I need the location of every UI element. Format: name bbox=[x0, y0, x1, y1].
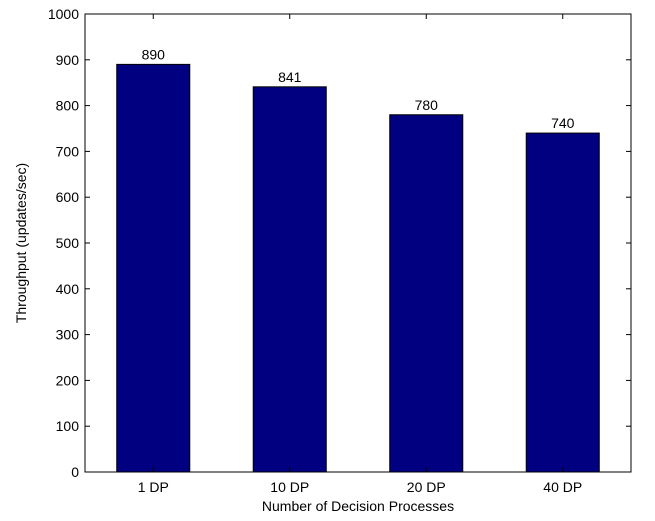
data-label: 740 bbox=[551, 115, 575, 131]
x-tick-label: 20 DP bbox=[407, 479, 446, 495]
y-tick-label: 100 bbox=[56, 418, 80, 434]
x-tick-label: 10 DP bbox=[270, 479, 309, 495]
y-tick-label: 0 bbox=[71, 464, 79, 480]
y-axis-ticks: 0 100 200 300 400 500 600 700 800 900 1000 bbox=[48, 6, 631, 480]
bar bbox=[116, 63, 191, 473]
data-label: 841 bbox=[278, 69, 302, 85]
x-axis-title: Number of Decision Processes bbox=[262, 498, 454, 514]
y-tick-label: 600 bbox=[56, 189, 80, 205]
x-axis-ticks: 1 DP 10 DP 20 DP 40 DP bbox=[138, 14, 582, 495]
data-label: 780 bbox=[415, 97, 439, 113]
y-tick-label: 800 bbox=[56, 98, 80, 114]
bar bbox=[252, 86, 327, 473]
y-tick-label: 1000 bbox=[48, 6, 79, 22]
y-tick-label: 700 bbox=[56, 143, 80, 159]
data-label: 890 bbox=[142, 46, 166, 62]
bars-layer bbox=[116, 63, 600, 473]
y-tick-label: 900 bbox=[56, 52, 80, 68]
y-tick-label: 400 bbox=[56, 281, 80, 297]
y-tick-label: 500 bbox=[56, 235, 80, 251]
x-tick-label: 1 DP bbox=[138, 479, 169, 495]
y-axis-title: Throughput (updates/sec) bbox=[13, 163, 29, 323]
y-tick-label: 300 bbox=[56, 327, 80, 343]
data-labels-layer: 890 841 780 740 bbox=[142, 46, 575, 131]
y-tick-label: 200 bbox=[56, 372, 80, 388]
x-tick-label: 40 DP bbox=[543, 479, 582, 495]
bar bbox=[389, 114, 464, 473]
bar bbox=[525, 132, 600, 473]
